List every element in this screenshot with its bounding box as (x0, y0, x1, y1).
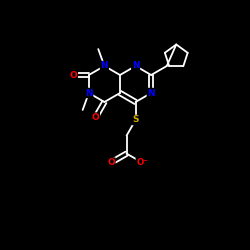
Text: N: N (132, 62, 140, 70)
Text: O: O (70, 70, 77, 80)
Text: N: N (147, 88, 155, 98)
Text: N: N (100, 62, 108, 70)
Text: N: N (85, 88, 93, 98)
Text: O⁻: O⁻ (136, 158, 148, 167)
Text: O: O (92, 113, 99, 122)
Text: S: S (132, 116, 139, 124)
Text: O: O (107, 158, 115, 167)
